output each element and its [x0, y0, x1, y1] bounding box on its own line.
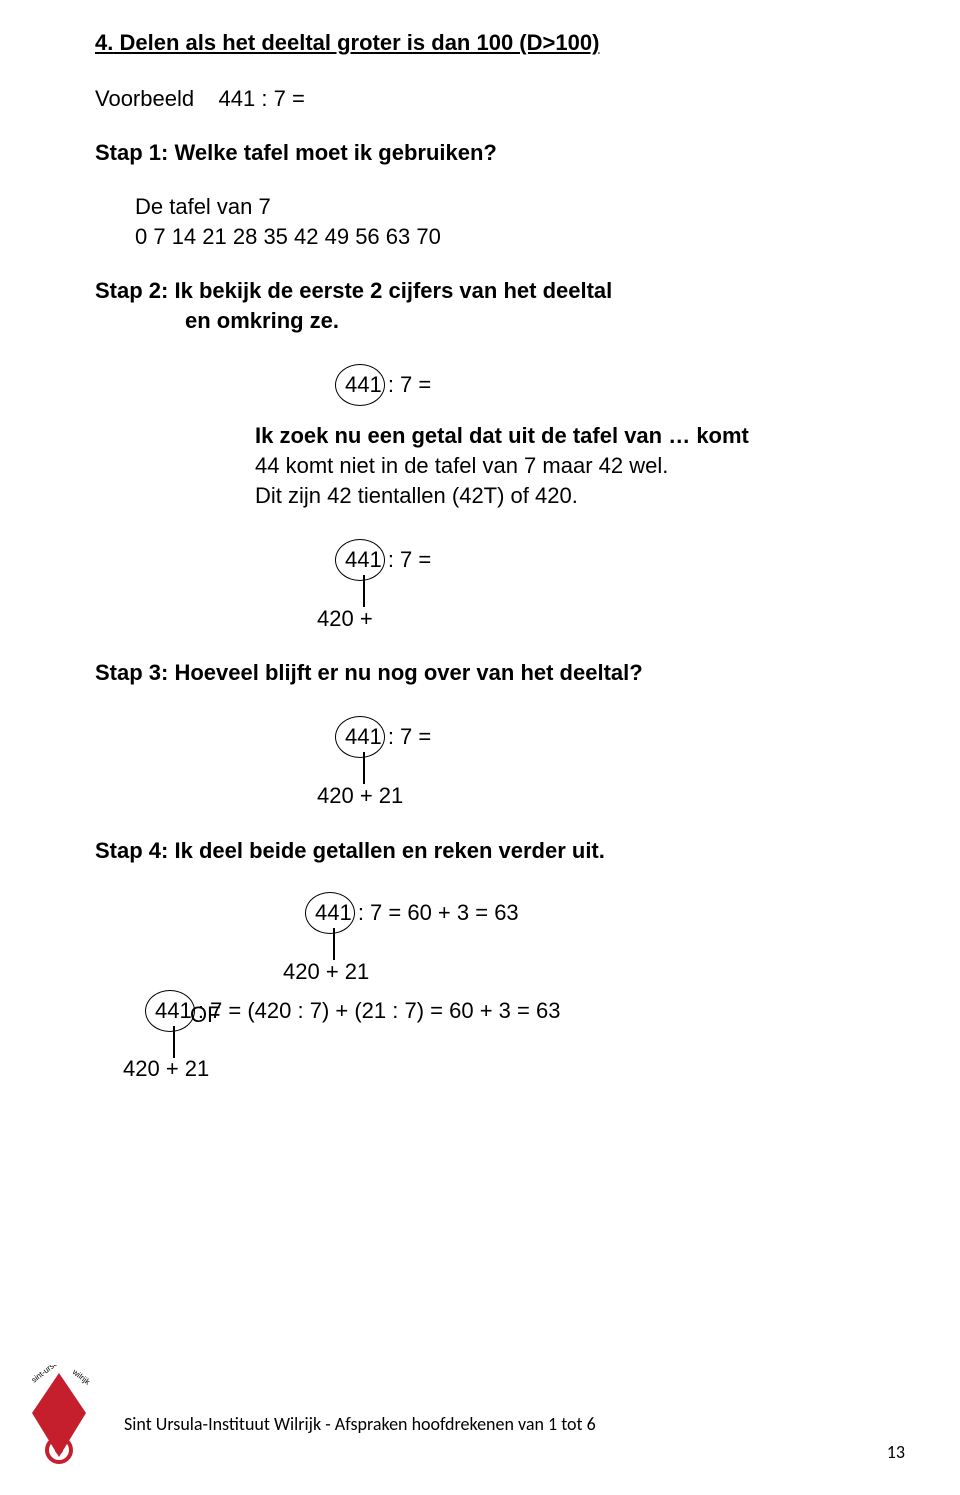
stap2-sub: en omkring ze. [185, 308, 865, 334]
stap4-text: Ik deel beide getallen en reken verder u… [174, 838, 604, 863]
expr-3-bottom: 420 + 21 [317, 781, 431, 812]
zoek-line3: Dit zijn 42 tientallen (42T) of 420. [255, 483, 865, 509]
stap1-label: Stap 1: [95, 140, 168, 165]
expr-5-bottom: 420 + 21 [123, 1054, 560, 1085]
stap1-heading: Stap 1: Welke tafel moet ik gebruiken? [95, 140, 865, 166]
stap1-text: Welke tafel moet ik gebruiken? [174, 140, 496, 165]
stap2-label: Stap 2: [95, 278, 168, 303]
stem-icon [173, 1026, 175, 1058]
zoek-line1: Ik zoek nu een getal dat uit de tafel va… [255, 423, 865, 449]
stem-icon [363, 752, 365, 784]
voorbeeld-line: Voorbeeld 441 : 7 = [95, 86, 865, 112]
page-number: 13 [887, 1441, 905, 1463]
stap3-label: Stap 3: [95, 660, 168, 685]
footer-text: Sint Ursula-Instituut Wilrijk - Afsprake… [124, 1413, 596, 1435]
circle-icon [145, 990, 195, 1032]
section-heading: 4. Delen als het deeltal groter is dan 1… [95, 30, 865, 56]
page: 4. Delen als het deeltal groter is dan 1… [0, 0, 960, 1495]
expr-3: 441 : 7 = 420 + 21 [345, 722, 431, 812]
logo-text-side: wilrijk [70, 1367, 93, 1387]
section-title-text: Delen als het deeltal groter is dan 100 … [119, 30, 599, 55]
zoek-line2: 44 komt niet in de tafel van 7 maar 42 w… [255, 453, 865, 479]
expr-2-bottom: 420 + [317, 604, 431, 635]
of-block: OF 441 : 7 = (420 : 7) + (21 : 7) = 60 +… [95, 1002, 865, 1092]
expr-4: 441 : 7 = 60 + 3 = 63 420 + 21 [315, 898, 519, 988]
voorbeeld-value: 441 : 7 = [219, 86, 305, 111]
tafel-line: De tafel van 7 [135, 194, 865, 220]
expr-4-bottom: 420 + 21 [283, 957, 519, 988]
stem-icon [333, 928, 335, 960]
expr-2: 441 : 7 = 420 + [345, 545, 431, 635]
school-logo-icon: sint-ursula wilrijk [24, 1365, 94, 1465]
voorbeeld-label: Voorbeeld [95, 86, 194, 111]
stap4-label: Stap 4: [95, 838, 168, 863]
stem-icon [363, 575, 365, 607]
stap3-heading: Stap 3: Hoeveel blijft er nu nog over va… [95, 660, 865, 686]
stap4-heading: Stap 4: Ik deel beide getallen en reken … [95, 838, 865, 864]
expr-1: 441 : 7 = [345, 370, 431, 401]
expr-5: 441 : 7 = (420 : 7) + (21 : 7) = 60 + 3 … [155, 996, 560, 1086]
circle-icon [305, 892, 355, 934]
stap2-heading: Stap 2: Ik bekijk de eerste 2 cijfers va… [95, 278, 865, 304]
stap2-text: Ik bekijk de eerste 2 cijfers van het de… [174, 278, 612, 303]
expr-5-top: 441 : 7 = (420 : 7) + (21 : 7) = 60 + 3 … [155, 996, 560, 1027]
tafel-values: 0 7 14 21 28 35 42 49 56 63 70 [135, 224, 865, 250]
section-number: 4. [95, 30, 113, 55]
circle-icon [335, 539, 385, 581]
stap3-text: Hoeveel blijft er nu nog over van het de… [174, 660, 642, 685]
circle-icon [335, 364, 385, 406]
